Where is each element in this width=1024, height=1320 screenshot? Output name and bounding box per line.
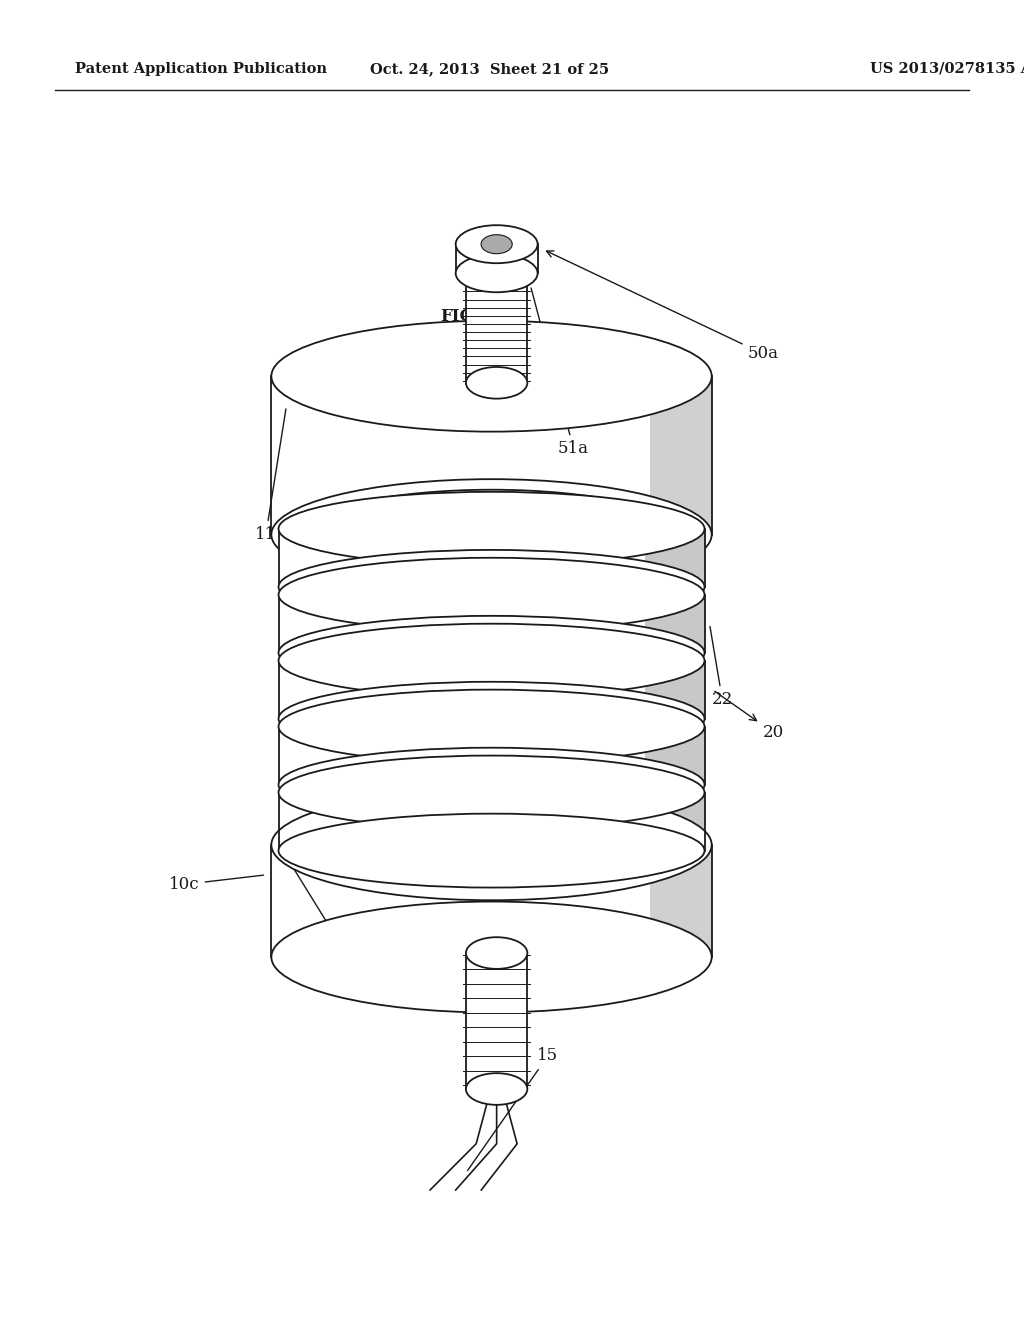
Text: 51a: 51a [534,968,681,985]
Ellipse shape [279,492,705,566]
Ellipse shape [481,235,512,253]
Polygon shape [466,953,527,1089]
Ellipse shape [466,937,527,969]
Polygon shape [466,273,527,383]
Polygon shape [271,845,712,957]
Ellipse shape [302,800,681,890]
Polygon shape [279,529,705,587]
Polygon shape [645,595,705,653]
Text: 12: 12 [293,867,353,956]
Text: US 2013/0278135 A1: US 2013/0278135 A1 [870,62,1024,77]
Ellipse shape [271,321,712,432]
Ellipse shape [279,755,705,829]
Text: Oct. 24, 2013  Sheet 21 of 25: Oct. 24, 2013 Sheet 21 of 25 [371,62,609,77]
Ellipse shape [279,558,705,632]
Polygon shape [279,661,705,718]
Polygon shape [645,529,705,587]
Polygon shape [645,726,705,784]
Ellipse shape [279,813,705,887]
Ellipse shape [279,624,705,698]
Polygon shape [645,792,705,850]
Ellipse shape [271,479,712,590]
Polygon shape [645,661,705,718]
Ellipse shape [302,490,681,579]
Ellipse shape [279,616,705,690]
Text: Patent Application Publication: Patent Application Publication [75,62,327,77]
Polygon shape [271,376,712,535]
Polygon shape [628,535,681,845]
Text: FIG.23: FIG.23 [440,309,502,325]
Polygon shape [650,376,712,535]
Ellipse shape [279,681,705,755]
Ellipse shape [279,747,705,821]
Polygon shape [650,845,712,957]
Ellipse shape [271,902,712,1012]
Text: 52a: 52a [503,255,563,417]
Text: 11: 11 [255,409,286,543]
Ellipse shape [466,1073,527,1105]
Ellipse shape [271,789,712,900]
Ellipse shape [279,550,705,624]
Ellipse shape [456,255,538,292]
Text: 15: 15 [468,1048,558,1171]
Text: 20: 20 [715,692,784,741]
Ellipse shape [456,226,538,263]
Text: 51a: 51a [531,288,589,457]
Polygon shape [456,244,538,273]
Ellipse shape [279,689,705,763]
Polygon shape [279,595,705,653]
Text: 10c: 10c [169,875,263,892]
Polygon shape [279,726,705,784]
Text: 50a: 50a [547,251,778,362]
Polygon shape [302,535,681,845]
Polygon shape [279,792,705,850]
Ellipse shape [466,367,527,399]
Text: 22: 22 [710,627,733,708]
